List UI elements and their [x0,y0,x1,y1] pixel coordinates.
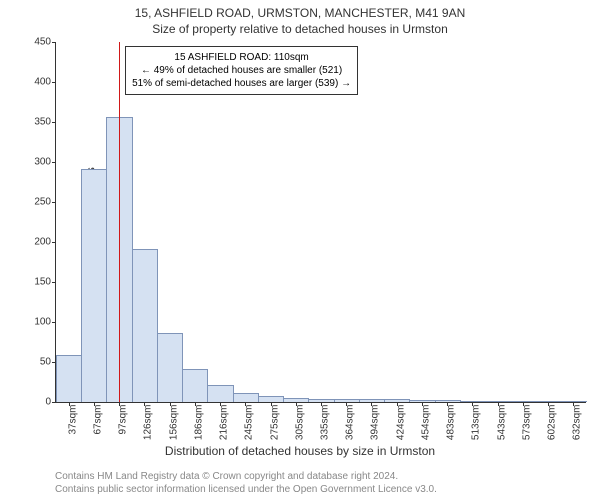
x-axis-label: Distribution of detached houses by size … [0,444,600,458]
y-tick-label: 100 [21,317,51,328]
histogram-bar [81,169,107,402]
y-tick-mark [52,42,56,43]
y-tick-mark [52,242,56,243]
x-tick-label: 483sqm [446,405,457,441]
chart-title-line2: Size of property relative to detached ho… [0,22,600,36]
x-tick-label: 364sqm [345,405,356,441]
property-marker-line [119,42,120,402]
chart-container: 15, ASHFIELD ROAD, URMSTON, MANCHESTER, … [0,0,600,500]
histogram-bar [233,393,259,402]
x-tick-label: 602sqm [547,405,558,441]
y-tick-mark [52,282,56,283]
y-tick-label: 200 [21,237,51,248]
x-tick-label: 245sqm [244,405,255,441]
y-tick-mark [52,82,56,83]
histogram-bar [207,385,233,402]
annotation-line: 15 ASHFIELD ROAD: 110sqm [132,51,351,64]
y-tick-mark [52,202,56,203]
y-tick-label: 150 [21,277,51,288]
x-tick-label: 67sqm [92,405,103,435]
x-tick-label: 573sqm [521,405,532,441]
x-tick-label: 97sqm [118,405,129,435]
x-tick-label: 305sqm [294,405,305,441]
x-tick-label: 543sqm [496,405,507,441]
x-tick-label: 424sqm [395,405,406,441]
y-tick-label: 400 [21,77,51,88]
y-tick-mark [52,122,56,123]
y-tick-label: 450 [21,37,51,48]
y-tick-mark [52,322,56,323]
credit-line-1: Contains HM Land Registry data © Crown c… [55,471,398,482]
property-annotation: 15 ASHFIELD ROAD: 110sqm← 49% of detache… [125,46,358,95]
y-tick-label: 300 [21,157,51,168]
y-tick-mark [52,402,56,403]
histogram-bar [182,369,208,402]
histogram-bar [56,355,82,402]
y-tick-mark [52,162,56,163]
x-tick-label: 37sqm [67,405,78,435]
histogram-bar [157,333,183,402]
x-tick-label: 335sqm [320,405,331,441]
x-tick-label: 186sqm [193,405,204,441]
x-tick-label: 454sqm [420,405,431,441]
chart-title-line1: 15, ASHFIELD ROAD, URMSTON, MANCHESTER, … [0,6,600,20]
histogram-bar [132,249,158,402]
y-tick-label: 350 [21,117,51,128]
plot-area: 05010015020025030035040045037sqm67sqm97s… [55,42,586,403]
x-tick-label: 275sqm [269,405,280,441]
x-tick-label: 394sqm [370,405,381,441]
y-tick-label: 250 [21,197,51,208]
y-tick-label: 50 [21,357,51,368]
annotation-line: ← 49% of detached houses are smaller (52… [132,64,351,77]
x-tick-label: 632sqm [572,405,583,441]
x-tick-label: 216sqm [219,405,230,441]
x-tick-label: 126sqm [143,405,154,441]
y-tick-label: 0 [21,397,51,408]
x-tick-label: 513sqm [471,405,482,441]
annotation-line: 51% of semi-detached houses are larger (… [132,77,351,90]
credit-line-2: Contains public sector information licen… [55,484,437,495]
x-tick-label: 156sqm [168,405,179,441]
